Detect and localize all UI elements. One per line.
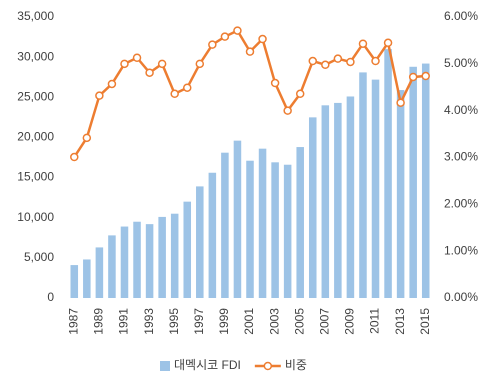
x-tick-label: 1993 — [142, 308, 156, 335]
marker — [358, 39, 368, 48]
bar — [158, 216, 166, 298]
legend-swatch — [263, 361, 273, 371]
y2-tick-label: 6.00% — [444, 9, 478, 23]
y-tick-label: 5,000 — [24, 250, 54, 264]
y-tick-label: 20,000 — [17, 130, 54, 144]
y-tick-label: 10,000 — [17, 210, 54, 224]
bar — [334, 102, 342, 298]
marker — [308, 56, 318, 66]
bar — [145, 224, 154, 298]
x-tick-label: 1999 — [217, 308, 231, 335]
y2-tick-label: 3.00% — [444, 150, 478, 164]
y2-tick-label: 1.00% — [444, 243, 478, 257]
marker — [333, 54, 343, 63]
bar — [384, 49, 392, 298]
marker — [70, 152, 79, 162]
y-tick-label: 35,000 — [17, 9, 54, 23]
bar — [346, 96, 355, 299]
bar — [83, 259, 91, 298]
bar — [196, 186, 204, 298]
bar — [308, 117, 317, 298]
bar — [70, 265, 79, 298]
legend-label: 대멕시코 FDI — [174, 358, 241, 372]
marker — [233, 26, 242, 35]
y2-tick-label: 2.00% — [444, 197, 478, 211]
x-tick-label: 2001 — [242, 308, 256, 335]
x-tick-label: 2003 — [267, 308, 281, 335]
marker — [145, 68, 154, 77]
marker — [371, 56, 380, 66]
y2-tick-label: 4.00% — [444, 103, 478, 117]
x-tick-label: 1997 — [192, 308, 206, 335]
marker — [120, 59, 129, 69]
bar — [396, 90, 405, 298]
marker — [195, 59, 205, 69]
x-tick-label: 2007 — [317, 308, 331, 335]
marker — [383, 38, 393, 48]
marker — [132, 53, 142, 62]
x-tick-label: 2009 — [343, 308, 357, 335]
bar — [120, 226, 129, 298]
marker — [208, 40, 217, 49]
marker — [421, 71, 430, 81]
x-tick-label: 1989 — [92, 308, 106, 335]
y2-tick-label: 0.00% — [444, 290, 478, 304]
marker — [270, 78, 280, 88]
marker — [182, 83, 192, 92]
marker — [95, 91, 104, 100]
bar — [183, 201, 192, 298]
y-tick-label: 0 — [47, 290, 54, 304]
bar — [296, 147, 304, 298]
marker — [346, 57, 355, 67]
bar — [170, 213, 179, 298]
bar — [359, 72, 367, 298]
x-tick-label: 1995 — [167, 308, 181, 335]
y-tick-label: 15,000 — [17, 170, 54, 184]
marker — [258, 34, 267, 44]
x-tick-label: 2005 — [292, 308, 306, 335]
bar — [233, 140, 242, 298]
y-tick-label: 30,000 — [17, 49, 54, 63]
bar — [409, 66, 417, 298]
marker — [220, 32, 230, 41]
marker — [295, 89, 305, 99]
marker — [396, 98, 405, 107]
marker — [283, 106, 292, 115]
bar — [133, 221, 141, 298]
y2-tick-label: 5.00% — [444, 56, 478, 70]
bar — [246, 160, 254, 298]
x-tick-label: 1987 — [66, 308, 80, 335]
x-tick-label: 2015 — [418, 308, 432, 335]
x-tick-label: 2011 — [368, 308, 382, 334]
marker — [170, 89, 179, 99]
bar — [221, 152, 229, 298]
marker — [408, 72, 418, 82]
legend-swatch — [160, 361, 170, 371]
bar — [421, 63, 430, 298]
marker — [245, 47, 255, 56]
marker — [107, 79, 117, 89]
bar — [283, 164, 292, 298]
bar — [371, 79, 380, 298]
bar — [208, 172, 217, 298]
bar — [271, 162, 279, 298]
bar — [108, 235, 116, 298]
marker — [157, 59, 167, 69]
bar — [95, 247, 104, 298]
bar — [321, 105, 330, 298]
marker — [82, 133, 92, 143]
x-tick-label: 1991 — [117, 308, 131, 335]
y-tick-label: 25,000 — [17, 89, 54, 103]
x-tick-label: 2013 — [393, 308, 407, 335]
bar — [258, 148, 267, 298]
marker — [321, 60, 330, 70]
legend-label: 비중 — [285, 358, 307, 372]
